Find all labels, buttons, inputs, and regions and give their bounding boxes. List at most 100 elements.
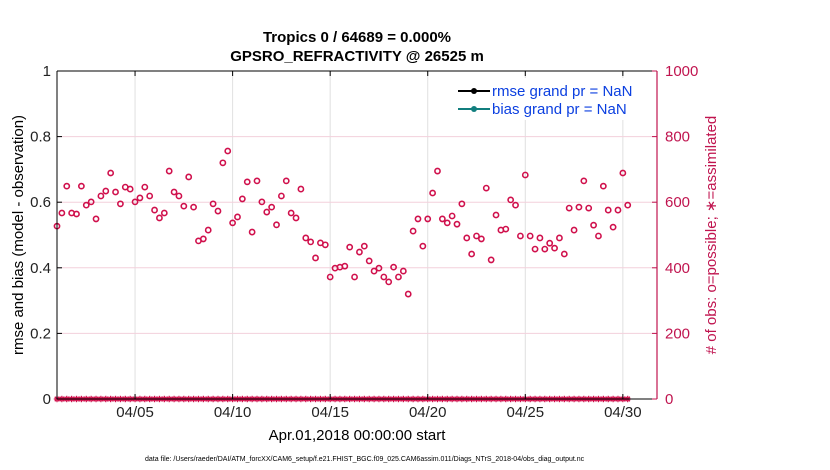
obs-point-46 <box>277 192 285 200</box>
obs-point-77 <box>429 189 437 197</box>
obs-point-21 <box>156 214 163 222</box>
y-axis-label-right: # of obs: o=possible; ∗=assimilated <box>703 116 720 355</box>
obs-point-5 <box>77 182 85 190</box>
obs-point-69 <box>390 263 397 271</box>
obs-point-61 <box>351 273 358 281</box>
obs-point-26 <box>180 202 188 210</box>
obs-point-9 <box>97 192 105 200</box>
obs-point-10 <box>102 187 110 195</box>
obs-point-47 <box>282 177 290 185</box>
obs-point-1 <box>58 209 66 217</box>
obs-point-25 <box>175 192 183 200</box>
x-axis-label: Apr.01,2018 00:00:00 start <box>269 427 447 444</box>
right-tick-label-5: 1000 <box>665 63 698 80</box>
obs-point-83 <box>458 200 466 208</box>
obs-point-37 <box>234 213 241 221</box>
obs-point-64 <box>365 257 373 265</box>
legend: rmse grand pr = NaN bias grand pr = NaN <box>447 78 653 120</box>
right-ticks: 0 200 400 600 800 1000 <box>652 63 698 408</box>
obs-point-12 <box>112 188 119 196</box>
obs-point-32 <box>209 200 217 208</box>
obs-point-96 <box>521 171 529 179</box>
obs-point-88 <box>482 184 490 192</box>
right-tick-label-0: 0 <box>665 391 673 408</box>
data-file-footer: data file: /Users/raeder/DAI/ATM_forcXX/… <box>145 456 585 463</box>
obs-point-98 <box>531 245 539 253</box>
obs-point-51 <box>302 234 310 242</box>
obs-point-13 <box>117 200 124 208</box>
x-tick-label-1: 04/10 <box>214 404 252 421</box>
obs-point-24 <box>170 188 178 196</box>
legend-item-rmse: rmse grand pr = NaN <box>458 83 632 100</box>
left-tick-label-4: 0.8 <box>30 129 51 146</box>
obs-point-95 <box>517 232 524 240</box>
obs-point-85 <box>468 250 476 258</box>
obs-point-93 <box>507 196 515 204</box>
obs-point-101 <box>546 239 554 247</box>
legend-label-rmse: rmse grand pr = NaN <box>492 83 632 100</box>
obs-point-84 <box>463 234 471 242</box>
obs-point-48 <box>287 209 295 217</box>
legend-item-bias: bias grand pr = NaN <box>458 101 627 118</box>
obs-point-86 <box>473 232 480 240</box>
left-tick-label-2: 0.4 <box>30 260 51 277</box>
left-ticks: 0 0.2 0.4 0.6 0.8 1 <box>30 63 62 408</box>
x-tick-label-4: 04/25 <box>507 404 545 421</box>
obs-point-27 <box>185 173 193 181</box>
obs-point-53 <box>312 254 319 262</box>
obs-point-4 <box>73 210 80 218</box>
x-tick-label-0: 04/05 <box>116 404 154 421</box>
obs-point-16 <box>131 198 139 206</box>
obs-point-102 <box>551 244 558 252</box>
right-tick-label-3: 600 <box>665 194 690 211</box>
obs-point-114 <box>609 223 617 231</box>
obs-point-94 <box>512 201 519 209</box>
obs-point-110 <box>590 221 597 229</box>
obs-point-30 <box>199 235 207 243</box>
obs-point-72 <box>404 290 412 298</box>
obs-point-38 <box>238 195 246 203</box>
obs-point-45 <box>273 221 280 229</box>
obs-point-49 <box>292 214 300 222</box>
obs-point-11 <box>107 169 115 177</box>
x-tick-label-5: 04/30 <box>604 404 642 421</box>
obs-point-60 <box>346 243 354 251</box>
obs-point-103 <box>556 234 563 242</box>
obs-point-75 <box>419 242 427 250</box>
obs-point-97 <box>526 232 534 240</box>
obs-point-33 <box>214 207 222 215</box>
left-tick-label-5: 1 <box>43 63 51 80</box>
obs-point-68 <box>385 278 393 286</box>
obs-point-43 <box>263 208 271 216</box>
obs-point-67 <box>380 273 388 281</box>
legend-label-bias: bias grand pr = NaN <box>492 101 627 118</box>
obs-point-28 <box>190 203 197 211</box>
obs-point-99 <box>536 234 544 242</box>
obs-point-92 <box>502 225 510 233</box>
obs-point-106 <box>570 226 578 234</box>
right-tick-label-4: 800 <box>665 129 690 146</box>
obs-point-23 <box>165 167 173 175</box>
obs-point-81 <box>448 212 456 220</box>
obs-point-107 <box>575 203 583 211</box>
obs-point-115 <box>614 206 622 214</box>
obs-point-82 <box>453 220 461 228</box>
obs-point-40 <box>248 228 256 236</box>
obs-point-36 <box>229 219 237 227</box>
obs-point-108 <box>580 177 588 185</box>
obs-point-31 <box>204 226 212 234</box>
obs-point-66 <box>375 264 383 272</box>
obs-point-73 <box>409 227 417 235</box>
obs-point-105 <box>565 204 573 212</box>
obs-point-7 <box>87 198 95 206</box>
obs-point-113 <box>604 206 612 214</box>
obs-point-80 <box>443 219 451 227</box>
obs-point-35 <box>224 147 232 155</box>
obs-point-19 <box>146 192 154 200</box>
obs-point-87 <box>477 235 485 243</box>
obs-point-117 <box>624 201 632 209</box>
obs-point-39 <box>243 178 251 186</box>
chart-title-line-1: Tropics 0 / 64689 = 0.000% <box>263 29 451 46</box>
obs-point-76 <box>424 215 432 223</box>
